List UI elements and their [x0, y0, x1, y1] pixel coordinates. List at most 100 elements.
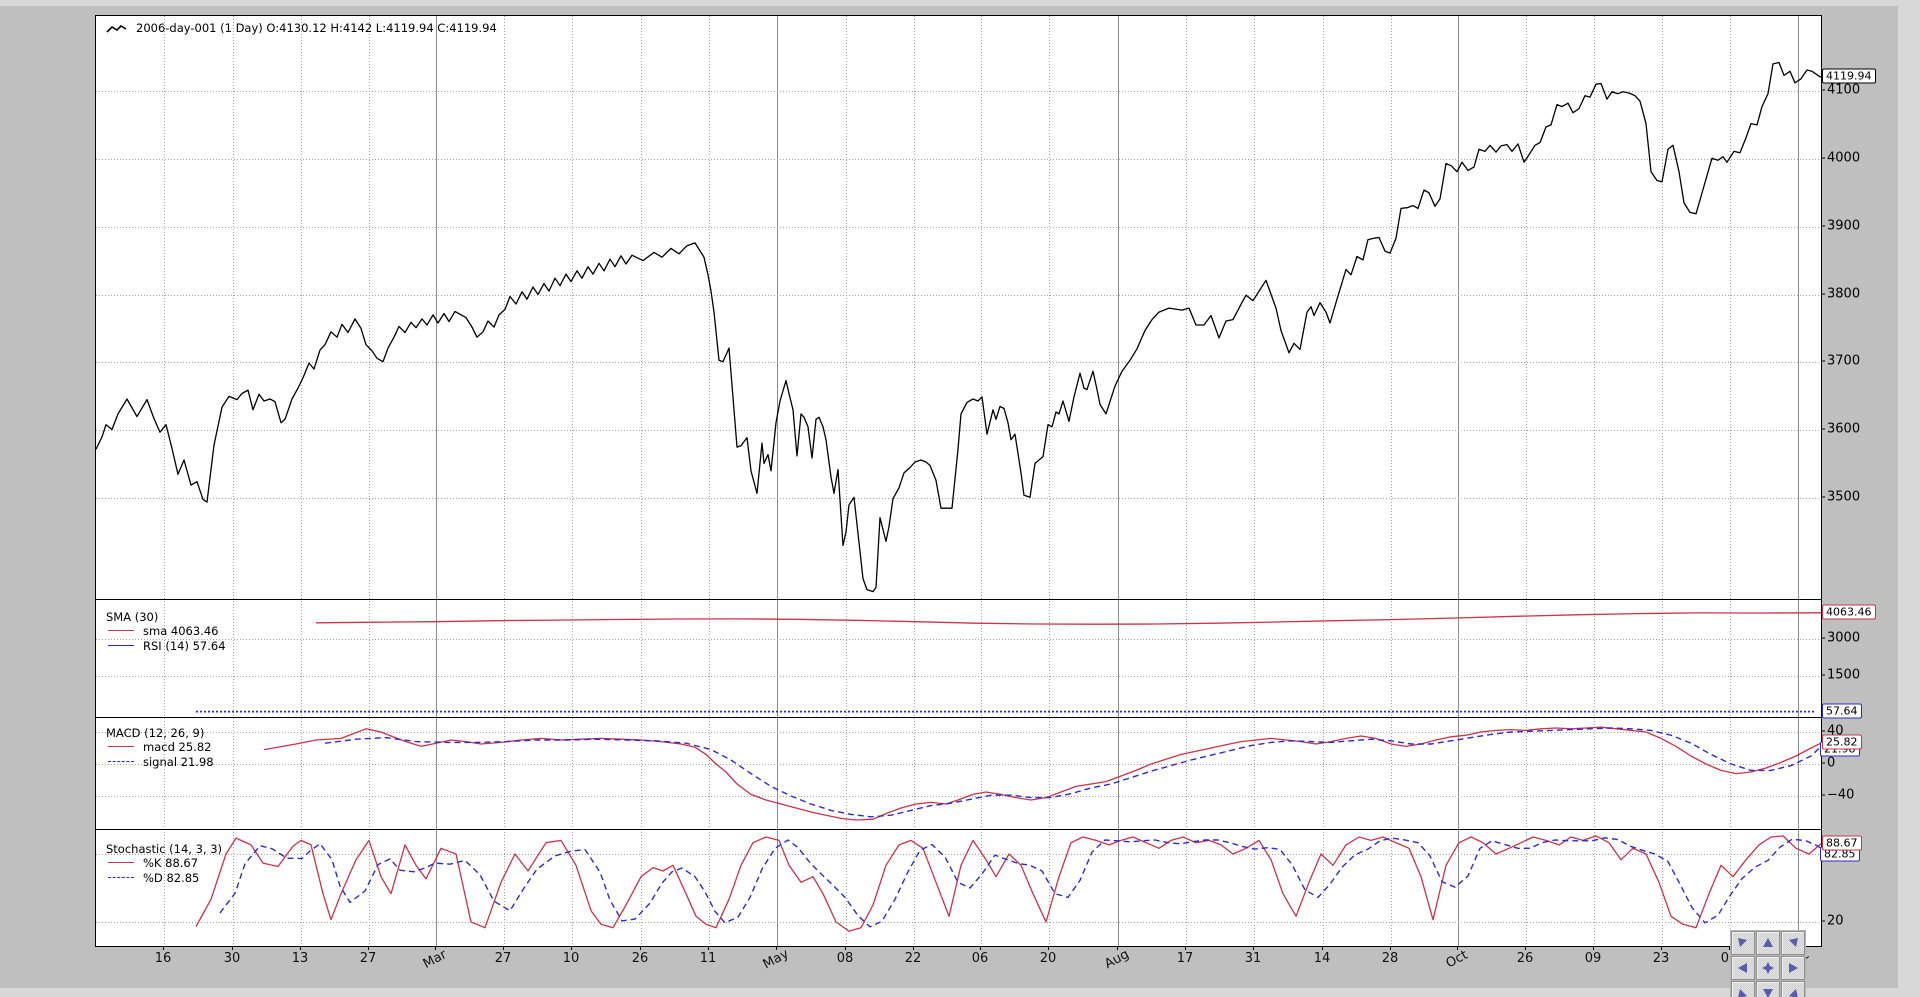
y-axis-label: 3900 — [1827, 218, 1861, 234]
x-axis-label-27: 27 — [494, 951, 512, 966]
x-axis-label-11: 11 — [699, 951, 717, 966]
price-legend-text: 2006-day-001 (1 Day) O:4130.12 H:4142 L:… — [136, 21, 497, 35]
sma-panel-title: SMA (30) — [106, 610, 159, 624]
nav-pan-right-button[interactable] — [1781, 956, 1805, 980]
series-macd — [263, 726, 1821, 821]
stoch-panel-title: Stochastic (14, 3, 3) — [106, 842, 223, 856]
x-axis-label-26: 26 — [631, 951, 649, 966]
rsi-legend-row: RSI (14) 57.64 — [106, 639, 226, 653]
x-tick — [980, 946, 981, 950]
y-axis-label: 3600 — [1827, 421, 1861, 437]
x-tick — [571, 946, 572, 950]
window-edge-bottom — [0, 988, 1920, 997]
x-axis-label-10: 10 — [562, 951, 580, 966]
x-axis-label-26: 26 — [1516, 951, 1534, 966]
x-tick — [1117, 946, 1118, 950]
nav-pan-down-right-button[interactable] — [1781, 981, 1805, 997]
stoch-d-line-sample-icon — [108, 876, 134, 878]
y-axis-label: 40 — [1827, 723, 1844, 739]
series-price — [96, 61, 1821, 593]
x-axis-label-31: 31 — [1244, 951, 1262, 966]
x-tick — [1322, 946, 1323, 950]
stoch-k-line-sample-icon — [108, 861, 134, 863]
x-axis-label-May: May — [760, 946, 792, 973]
x-tick — [1593, 946, 1594, 950]
y-tick — [1821, 89, 1825, 91]
value-tag-88.67: 88.67 — [1822, 835, 1862, 851]
x-tick — [1525, 946, 1526, 950]
series-sma30 — [315, 612, 1821, 625]
macd-panel-title: MACD (12, 26, 9) — [106, 726, 205, 740]
ne-arrow-icon — [1789, 938, 1798, 947]
nav-pan-down-left-button[interactable] — [1731, 981, 1755, 997]
sma-line-sample-icon — [108, 629, 134, 631]
y-axis-label: 0 — [1827, 755, 1836, 771]
y-tick — [1821, 360, 1825, 362]
left-arrow-icon — [1738, 963, 1747, 973]
x-tick — [1729, 946, 1730, 950]
x-tick — [300, 946, 301, 950]
nav-pan-left-button[interactable] — [1731, 956, 1755, 980]
nav-pan-up-left-button[interactable] — [1731, 931, 1755, 955]
window-edge-top — [0, 0, 1920, 6]
y-axis-label: 3500 — [1827, 489, 1861, 505]
se-arrow-icon — [1789, 989, 1798, 997]
series-stoch-k — [195, 835, 1821, 932]
plot-area[interactable]: 2006-day-001 (1 Day) O:4130.12 H:4142 L:… — [95, 15, 1822, 947]
y-axis-label: −40 — [1827, 787, 1855, 803]
x-axis-label-14: 14 — [1313, 951, 1331, 966]
x-axis-label-23: 23 — [1652, 951, 1670, 966]
nav-pan-up-right-button[interactable] — [1781, 931, 1805, 955]
macd-legend-row: macd 25.82 — [106, 740, 211, 754]
x-tick — [1253, 946, 1254, 950]
value-tag-4119.94: 4119.94 — [1822, 68, 1876, 84]
pan-zoom-pad[interactable] — [1730, 930, 1806, 997]
nav-pan-center-button[interactable] — [1756, 956, 1780, 980]
x-tick — [503, 946, 504, 950]
center-arrow-icon — [1762, 962, 1774, 974]
y-axis-label: 3000 — [1827, 630, 1861, 646]
y-tick — [1821, 637, 1825, 639]
x-tick — [368, 946, 369, 950]
x-tick — [708, 946, 709, 950]
y-tick — [1821, 794, 1825, 796]
y-tick — [1821, 157, 1825, 159]
y-axis-label: 20 — [1827, 913, 1844, 929]
line-sample-icon — [106, 24, 127, 33]
nav-pan-down-button[interactable] — [1756, 981, 1780, 997]
y-tick — [1821, 762, 1825, 764]
stoch-k-legend-row: %K 88.67 — [106, 856, 198, 870]
x-axis-label-09: 09 — [1584, 951, 1602, 966]
sw-arrow-icon — [1738, 989, 1747, 997]
x-axis-label-13: 13 — [291, 951, 309, 966]
x-tick — [845, 946, 846, 950]
x-axis-label-20: 20 — [1039, 951, 1057, 966]
x-axis-label-Mar: Mar — [420, 947, 450, 972]
y-tick — [1821, 674, 1825, 676]
price-legend: 2006-day-001 (1 Day) O:4130.12 H:4142 L:… — [106, 21, 497, 35]
y-tick — [1821, 496, 1825, 498]
x-axis-label-27: 27 — [359, 951, 377, 966]
x-tick — [1185, 946, 1186, 950]
x-tick — [1048, 946, 1049, 950]
y-tick — [1821, 225, 1825, 227]
value-tag-4063.46: 4063.46 — [1822, 604, 1876, 620]
series-macd-signal — [324, 727, 1821, 818]
y-tick — [1821, 730, 1825, 732]
sma-legend-row: sma 4063.46 — [106, 624, 218, 638]
x-axis-label-08: 08 — [836, 951, 854, 966]
x-tick — [776, 946, 777, 950]
chart-canvas — [96, 16, 1821, 946]
x-axis-label-17: 17 — [1176, 951, 1194, 966]
series-stoch-d — [219, 837, 1821, 928]
nav-pan-up-button[interactable] — [1756, 931, 1780, 955]
y-tick — [1821, 293, 1825, 294]
down-arrow-icon — [1763, 989, 1773, 997]
value-tag-25.82: 25.82 — [1822, 734, 1862, 750]
y-tick — [1821, 920, 1825, 922]
x-axis-label-28: 28 — [1381, 951, 1399, 966]
macd-line-sample-icon — [108, 745, 134, 747]
x-tick — [232, 946, 233, 950]
y-axis-label: 4000 — [1827, 150, 1861, 166]
